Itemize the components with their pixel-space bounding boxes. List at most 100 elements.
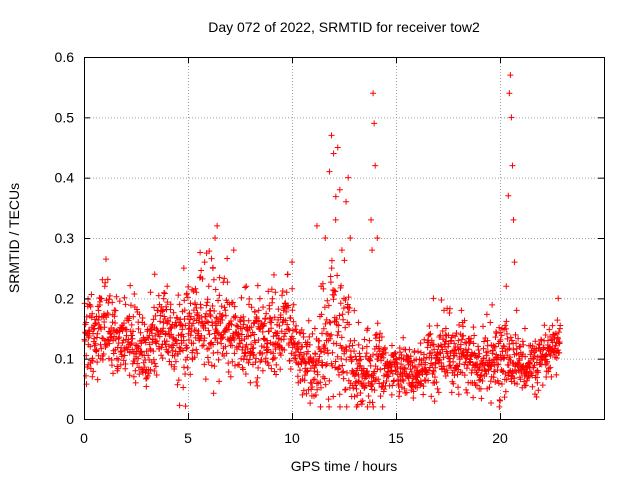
data-point [195,312,202,319]
data-point [499,325,506,332]
data-point [338,247,345,254]
data-point [250,351,257,358]
data-point [398,361,405,368]
data-point [459,319,466,326]
data-point [281,347,288,354]
data-point [324,347,331,354]
data-point [130,373,137,380]
data-point [334,332,341,339]
data-point [355,378,362,385]
data-point [148,327,155,334]
data-point [364,325,371,332]
data-point [403,389,410,396]
data-point [334,272,341,279]
data-point [290,335,297,342]
data-point [496,324,503,331]
data-point [417,382,424,389]
data-point [542,361,549,368]
data-point [163,303,170,310]
data-point [198,332,205,339]
data-point [243,341,250,348]
data-point [328,257,335,264]
data-point [475,353,482,360]
data-point [91,325,98,332]
data-point [122,301,129,308]
data-point [185,313,191,320]
data-point [529,383,536,390]
data-point [231,362,238,369]
data-point [328,331,335,338]
data-point [342,324,349,331]
data-point [409,379,416,386]
data-point [354,401,361,408]
data-point [218,303,225,310]
data-point [450,358,457,365]
data-point [388,342,395,349]
data-point [237,340,244,347]
data-point [439,327,446,334]
data-point [463,355,470,362]
data-point [111,313,118,320]
data-point [503,376,510,383]
data-point [127,302,134,309]
data-point [414,348,421,355]
data-point [331,287,338,294]
data-point [340,375,347,382]
data-point [296,353,303,360]
data-point [306,341,313,348]
data-point [97,298,104,305]
data-point [498,332,505,339]
data-point [538,337,545,344]
data-point [519,363,526,370]
data-point [340,368,347,375]
data-point [322,362,329,369]
data-point [321,349,328,356]
data-point [183,290,190,297]
data-point [461,372,468,379]
data-point [330,150,337,157]
data-point [475,346,482,353]
data-point [372,377,379,384]
data-point [193,289,200,296]
data-point [541,322,548,329]
data-point [340,316,347,323]
data-point [439,346,446,353]
data-point [215,297,222,304]
data-point [521,382,528,389]
data-point [278,328,285,335]
data-point [247,379,254,386]
data-point [168,331,175,338]
data-point [369,247,376,254]
y-tick-label: 0.3 [55,230,75,246]
data-point [478,395,485,402]
data-point [228,321,235,328]
data-point [480,345,487,352]
data-point [446,305,453,312]
data-point [136,311,143,318]
data-point [305,317,312,324]
data-point [507,72,514,79]
data-point [218,331,225,338]
data-point [168,324,175,331]
data-point [116,298,123,305]
data-point [420,391,427,398]
data-point [376,380,383,387]
data-point [553,371,560,378]
data-point [514,380,521,387]
data-point [113,293,120,300]
data-point [531,352,538,359]
data-point [417,349,424,356]
x-tick-label: 20 [492,430,508,446]
data-point [216,292,223,299]
data-point [218,340,225,347]
data-point [253,355,260,362]
data-point [364,368,371,375]
data-point [521,378,528,385]
data-point [406,346,413,353]
data-point [332,288,339,295]
data-point [173,314,180,321]
data-point [318,283,325,290]
data-point [101,324,108,331]
data-point [156,333,163,340]
data-point [130,328,137,335]
